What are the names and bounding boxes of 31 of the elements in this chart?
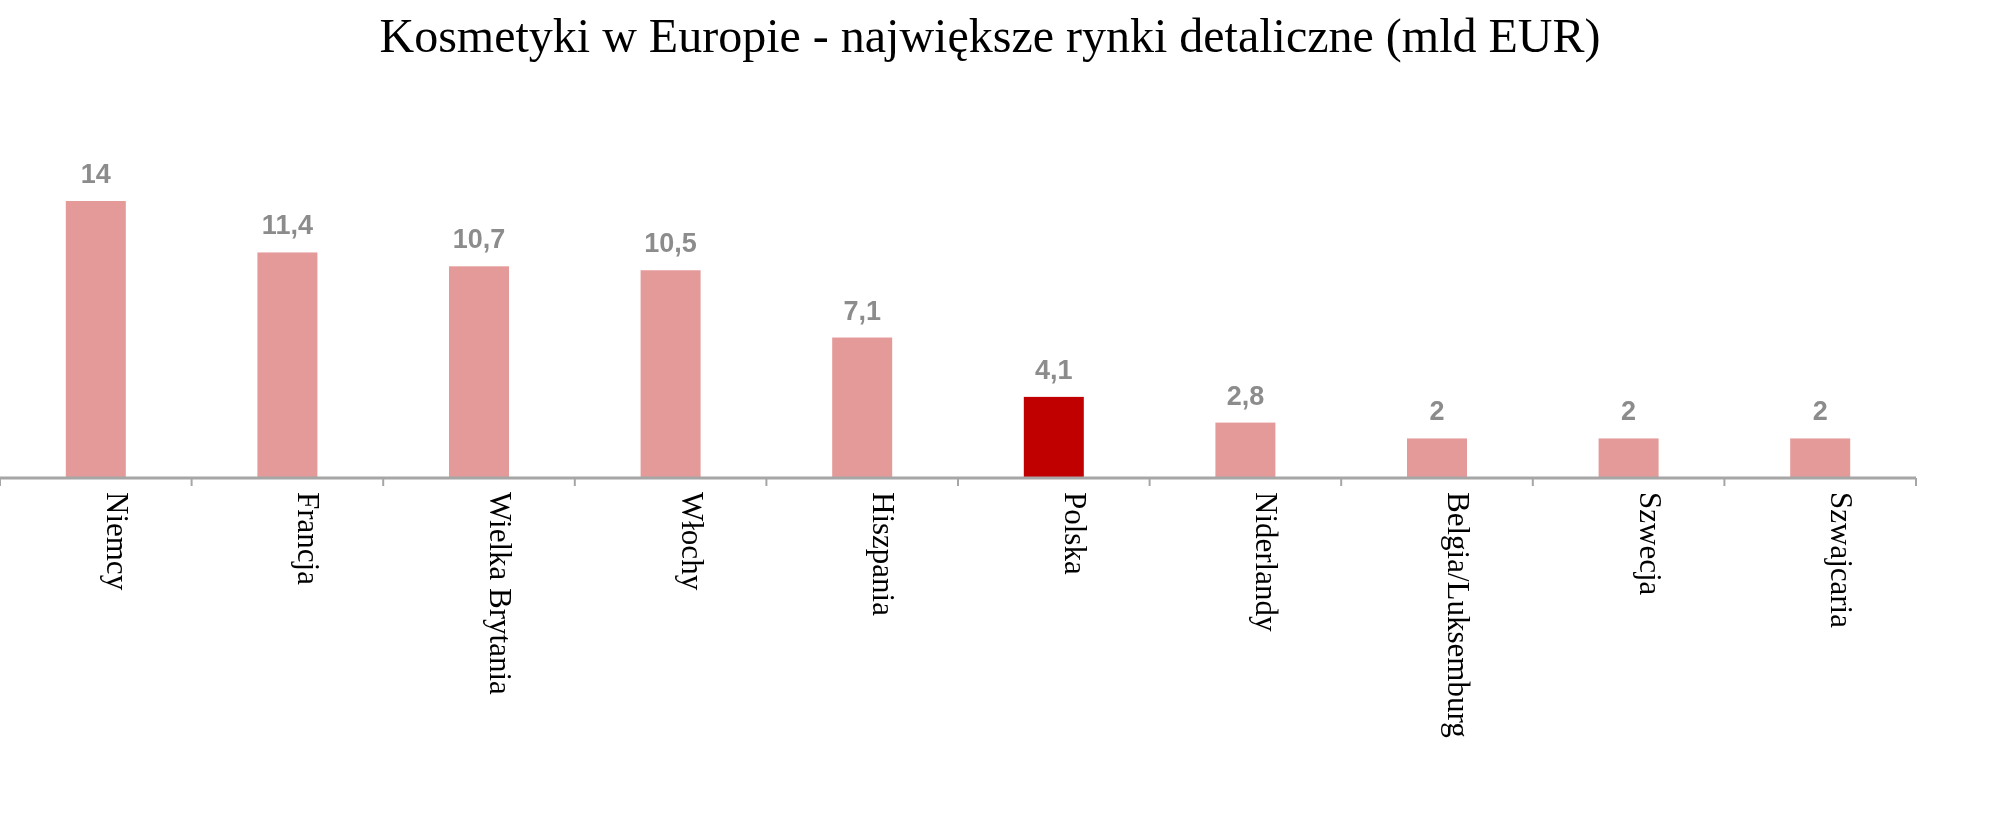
x-tick-label: Włochy [674,492,710,591]
bar [1598,438,1659,478]
x-tick-label: Belgia/Luksemburg [1441,492,1476,738]
x-tick-label: Polska [1057,492,1093,575]
bar [257,252,318,478]
x-tick-label: Szwecja [1632,492,1668,596]
bar [640,270,701,478]
data-label: 14 [80,159,111,189]
x-tick-label: Wielka Brytania [483,492,518,695]
bar [1215,422,1276,478]
bar [1407,438,1467,478]
data-label: 7,1 [843,295,881,326]
x-tick-label: Szwajcaria [1824,492,1860,629]
data-label: 2,8 [1226,380,1265,411]
x-tick-label: Niemcy [99,492,135,591]
chart-title: Kosmetyki w Europie - największe rynki detaliczne (mld EUR) [379,9,1601,63]
data-label: 10,5 [644,228,697,259]
data-label: 2 [1812,396,1828,427]
x-tick-label: Hiszpania [866,492,902,617]
bar [65,201,126,478]
bar [1790,438,1851,478]
x-tick-label: Niderlandy [1249,492,1285,632]
data-label: 4,1 [1035,354,1073,385]
bar [832,337,893,478]
bar [449,266,509,478]
bar [1023,396,1084,478]
data-label: 2 [1621,396,1637,427]
x-tick-label: Francja [291,492,327,586]
data-label: 11,4 [261,210,313,241]
data-label: 10,7 [452,224,506,255]
data-label: 2 [1429,396,1445,427]
